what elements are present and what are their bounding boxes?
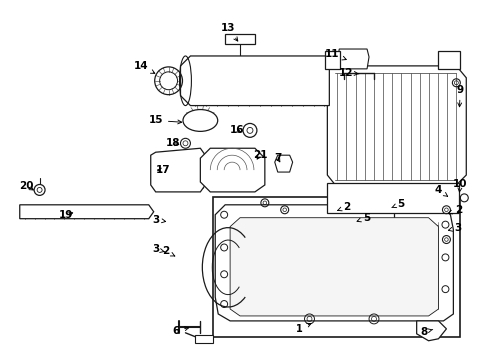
Polygon shape [416, 321, 446, 341]
Bar [213, 197, 460, 337]
Text: 7: 7 [274, 153, 281, 163]
Text: 11: 11 [325, 49, 346, 60]
Text: 10: 10 [453, 179, 467, 192]
Text: 8: 8 [420, 327, 433, 337]
Polygon shape [151, 148, 205, 192]
Text: 9: 9 [457, 85, 464, 107]
Polygon shape [180, 56, 329, 105]
Text: 5: 5 [392, 199, 404, 209]
Text: 16: 16 [230, 125, 245, 135]
Bar [439, 51, 460, 69]
Text: 3: 3 [152, 244, 165, 255]
Text: 4: 4 [435, 185, 448, 196]
Text: 3: 3 [152, 215, 166, 225]
Text: 2: 2 [448, 205, 462, 215]
Bar [196, 335, 213, 343]
Polygon shape [337, 49, 369, 69]
Text: 19: 19 [59, 210, 74, 220]
Bar [325, 51, 340, 69]
Text: 13: 13 [221, 23, 238, 41]
Polygon shape [327, 66, 466, 185]
Bar [327, 183, 459, 213]
Text: 14: 14 [133, 61, 155, 73]
Polygon shape [275, 155, 293, 172]
Text: 20: 20 [20, 181, 34, 191]
Text: 2: 2 [162, 247, 175, 256]
Text: 5: 5 [357, 213, 370, 223]
Bar [225, 34, 255, 44]
Polygon shape [200, 148, 265, 192]
Polygon shape [215, 205, 453, 321]
Text: 17: 17 [155, 165, 170, 175]
Text: 12: 12 [339, 68, 359, 78]
Ellipse shape [183, 109, 218, 131]
Text: 6: 6 [172, 326, 189, 336]
Text: 1: 1 [296, 323, 311, 334]
Text: 15: 15 [148, 116, 182, 126]
Text: 3: 3 [448, 222, 462, 233]
Text: 18: 18 [165, 138, 180, 148]
Text: 21: 21 [253, 150, 267, 160]
Text: 2: 2 [338, 202, 351, 212]
Polygon shape [20, 205, 154, 219]
Polygon shape [230, 218, 439, 316]
